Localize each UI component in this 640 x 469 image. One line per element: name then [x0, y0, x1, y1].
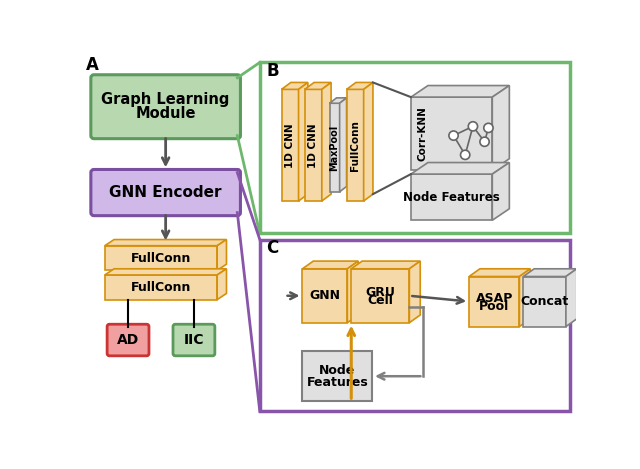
- Polygon shape: [260, 62, 570, 234]
- Polygon shape: [298, 83, 308, 201]
- Polygon shape: [105, 246, 217, 270]
- Polygon shape: [340, 98, 347, 192]
- Polygon shape: [351, 269, 410, 323]
- Text: FullConn: FullConn: [350, 120, 360, 171]
- Polygon shape: [524, 277, 566, 326]
- Text: Concat: Concat: [520, 295, 569, 308]
- Polygon shape: [330, 103, 340, 192]
- Text: Pool: Pool: [479, 300, 509, 313]
- Circle shape: [461, 150, 470, 159]
- Polygon shape: [305, 83, 331, 90]
- Text: MaxPool: MaxPool: [330, 124, 340, 171]
- Polygon shape: [105, 269, 227, 275]
- Polygon shape: [566, 269, 577, 326]
- Text: Corr-KNN: Corr-KNN: [418, 106, 428, 161]
- Text: A: A: [86, 56, 99, 74]
- FancyBboxPatch shape: [107, 324, 149, 356]
- Polygon shape: [492, 85, 509, 170]
- FancyBboxPatch shape: [91, 75, 241, 139]
- FancyBboxPatch shape: [91, 169, 241, 216]
- Polygon shape: [322, 83, 331, 201]
- Polygon shape: [282, 90, 298, 201]
- Circle shape: [480, 137, 489, 146]
- Circle shape: [449, 131, 458, 140]
- Text: FullConn: FullConn: [131, 251, 191, 265]
- Polygon shape: [351, 261, 420, 269]
- Polygon shape: [492, 163, 509, 220]
- Text: 1D CNN: 1D CNN: [308, 123, 318, 167]
- Polygon shape: [282, 83, 308, 90]
- FancyBboxPatch shape: [173, 324, 215, 356]
- Text: FullConn: FullConn: [131, 281, 191, 294]
- Text: Node Features: Node Features: [403, 191, 500, 204]
- Polygon shape: [411, 85, 509, 97]
- Polygon shape: [260, 240, 570, 411]
- Polygon shape: [469, 269, 531, 277]
- Text: GNN Encoder: GNN Encoder: [109, 185, 222, 200]
- Polygon shape: [411, 174, 492, 220]
- Text: Features: Features: [307, 376, 368, 389]
- Polygon shape: [411, 163, 509, 174]
- Polygon shape: [469, 277, 520, 326]
- Text: Graph Learning: Graph Learning: [102, 92, 230, 107]
- Text: GNN: GNN: [309, 289, 340, 302]
- Polygon shape: [347, 90, 364, 201]
- Text: 1D CNN: 1D CNN: [285, 123, 295, 167]
- Text: Node: Node: [319, 364, 355, 378]
- Polygon shape: [303, 269, 348, 323]
- Text: C: C: [266, 239, 278, 257]
- Polygon shape: [524, 269, 577, 277]
- Polygon shape: [411, 97, 492, 170]
- Polygon shape: [348, 261, 358, 323]
- Text: AD: AD: [117, 333, 139, 347]
- Text: B: B: [266, 62, 278, 80]
- Circle shape: [468, 122, 477, 131]
- Polygon shape: [303, 351, 372, 401]
- Text: GRU: GRU: [365, 286, 396, 299]
- Polygon shape: [303, 261, 358, 269]
- Text: IIC: IIC: [184, 333, 204, 347]
- Polygon shape: [217, 240, 227, 270]
- Text: Cell: Cell: [367, 294, 393, 307]
- Polygon shape: [105, 275, 217, 300]
- Polygon shape: [105, 240, 227, 246]
- Text: ASAP: ASAP: [476, 292, 513, 305]
- Polygon shape: [347, 83, 373, 90]
- Polygon shape: [305, 90, 322, 201]
- Polygon shape: [520, 269, 531, 326]
- Polygon shape: [364, 83, 373, 201]
- Text: Module: Module: [136, 106, 196, 121]
- Polygon shape: [330, 98, 347, 103]
- Polygon shape: [217, 269, 227, 300]
- Circle shape: [484, 123, 493, 133]
- Polygon shape: [410, 261, 420, 323]
